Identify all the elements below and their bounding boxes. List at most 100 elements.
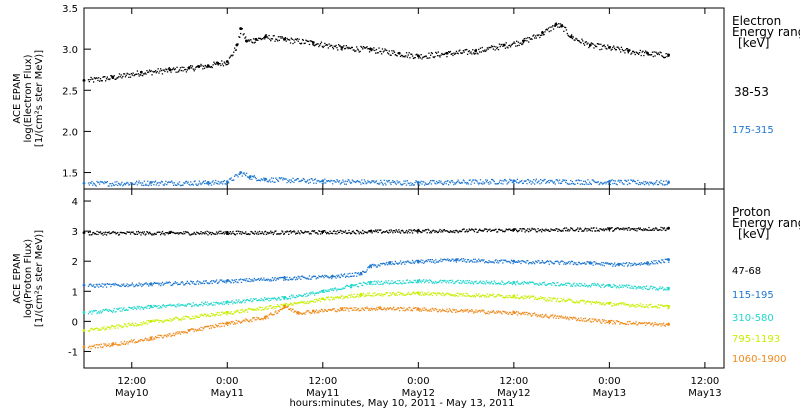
data-point-noise (225, 183, 227, 185)
data-point-noise (487, 262, 489, 264)
data-point-noise (142, 340, 145, 342)
data-point-noise (546, 298, 549, 300)
data-point-noise (526, 183, 528, 185)
data-point-noise (509, 311, 512, 314)
data-point-noise (112, 310, 115, 312)
data-point-noise (291, 296, 293, 298)
data-point-noise (377, 52, 379, 54)
data-point-noise (550, 260, 552, 263)
data-point-noise (190, 317, 192, 320)
data-point-noise (428, 309, 430, 311)
data-point-noise (662, 55, 664, 58)
series-795-1193 (82, 291, 670, 333)
data-point-noise (387, 52, 389, 54)
data-point-noise (581, 183, 583, 185)
data-point-noise (215, 301, 218, 303)
data-point-noise (382, 294, 384, 296)
data-point-noise (485, 296, 488, 298)
data-point-noise (360, 309, 362, 312)
data-point-noise (616, 320, 618, 322)
data-point-noise (263, 36, 265, 39)
data-point-noise (195, 303, 197, 305)
data-point-noise (301, 313, 303, 315)
data-point-noise (217, 282, 219, 284)
data-point-noise (623, 304, 625, 306)
data-point-noise (629, 229, 631, 231)
data-point-noise (448, 293, 450, 295)
data-point-noise (662, 324, 664, 326)
data-point-noise (99, 231, 101, 234)
data-point-noise (444, 258, 446, 261)
data-point-noise (567, 34, 569, 36)
data-point-noise (513, 41, 515, 43)
data-point-noise (405, 231, 407, 233)
data-point-noise (613, 180, 615, 182)
data-point-noise (182, 184, 184, 186)
data-point-noise (291, 181, 293, 183)
data-point-noise (565, 300, 567, 303)
data-point-noise (271, 38, 274, 40)
data-point-noise (356, 229, 358, 232)
data-point-noise (583, 42, 585, 45)
data-point-noise (464, 182, 466, 184)
data-point-noise (121, 310, 123, 312)
data-point-noise (498, 311, 501, 313)
data-point-noise (295, 277, 298, 279)
data-point-noise (289, 39, 291, 41)
data-point-noise (632, 228, 634, 230)
data-point-noise (420, 310, 422, 312)
data-point-noise (430, 293, 432, 295)
data-point-noise (339, 288, 341, 291)
data-point-noise (121, 77, 123, 79)
data-point-noise (335, 181, 337, 183)
data-point-noise (665, 180, 667, 182)
data-point-noise (399, 232, 402, 234)
data-point-noise (483, 309, 485, 312)
data-point-noise (154, 180, 157, 182)
data-point-noise (651, 306, 654, 308)
data-point-noise (147, 180, 149, 182)
data-point-noise (398, 291, 400, 293)
data-point-noise (387, 295, 390, 297)
data-point-noise (289, 296, 291, 298)
data-point-noise (263, 277, 265, 279)
data-point-noise (123, 232, 125, 234)
data-point-noise (187, 181, 189, 183)
data-point-noise (195, 283, 197, 285)
data-point-noise (383, 281, 385, 283)
data-point-noise (619, 49, 621, 51)
data-point-noise (93, 231, 95, 234)
data-point-noise (611, 305, 613, 307)
data-point-noise (540, 316, 543, 318)
data-point-noise (113, 75, 115, 77)
data-point-noise (202, 327, 204, 329)
data-point-noise (530, 295, 532, 297)
data-point-noise (546, 316, 549, 318)
data-point-noise (331, 289, 333, 291)
data-point-noise (275, 230, 277, 232)
data-point-noise (322, 275, 324, 277)
data-point-noise (656, 305, 658, 308)
data-point-noise (558, 228, 560, 230)
data-point-noise (106, 181, 108, 183)
data-point-noise (87, 79, 90, 81)
data-point-noise (285, 231, 287, 233)
data-point-noise (618, 228, 620, 230)
data-point-noise (420, 294, 422, 296)
data-point-noise (349, 307, 351, 309)
data-point-noise (619, 323, 621, 325)
data-point-noise (303, 301, 305, 303)
data-point-noise (424, 55, 426, 58)
data-point-noise (166, 232, 169, 234)
data-point-noise (435, 280, 437, 283)
data-point-noise (439, 260, 441, 262)
data-point-noise (225, 64, 227, 66)
data-point-noise (565, 179, 568, 182)
data-point-noise (320, 289, 323, 292)
data-point-noise (350, 293, 353, 296)
data-point-noise (516, 281, 518, 283)
data-point-noise (505, 260, 507, 262)
data-point-noise (153, 319, 155, 321)
data-point-noise (422, 56, 424, 58)
data-point-noise (444, 310, 446, 312)
